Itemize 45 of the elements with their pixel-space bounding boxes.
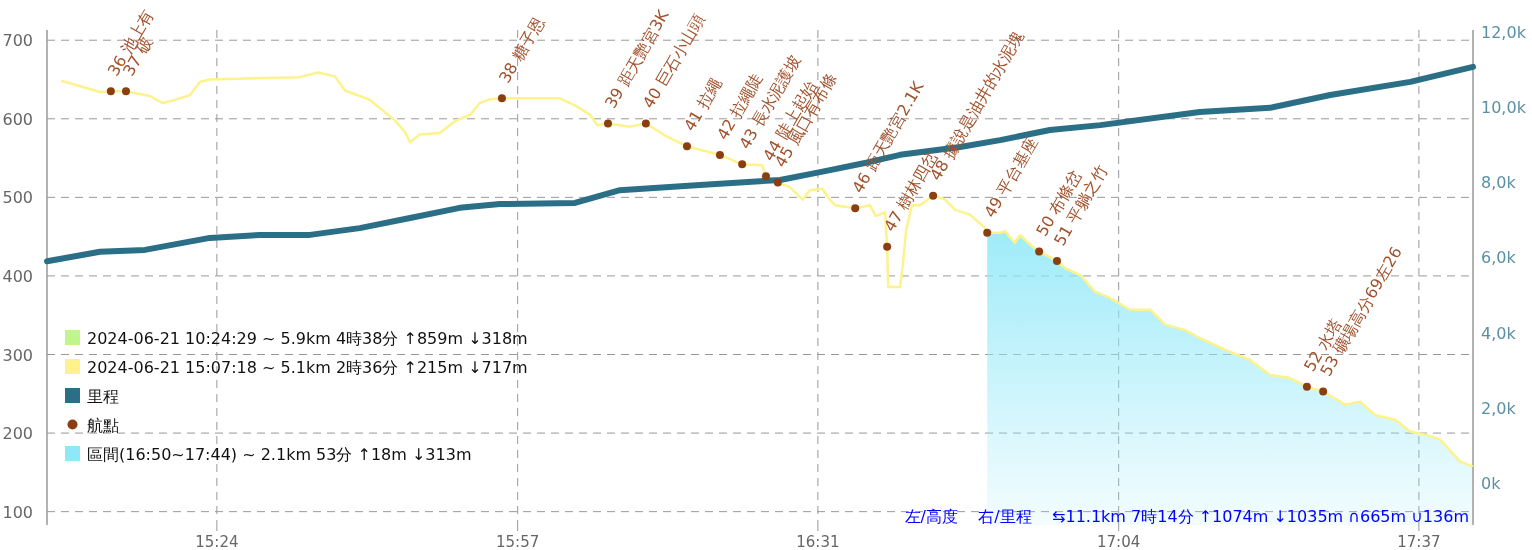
x-tick-label: 16:31 [796,533,840,550]
y-tick-label: 700 [2,31,33,51]
y2-tick-label: 2,0k [1481,398,1517,418]
point [929,191,938,200]
y-tick-label: 600 [2,109,33,129]
y-tick-label: 300 [2,345,33,365]
point [682,142,691,151]
legend-label: 2024-06-21 15:07:18 ~ 5.1km 2時36分 ↑215m ↓717m [87,358,528,377]
point [983,228,992,237]
y2-tick-label: 0k [1481,474,1502,494]
annotation: 38 糖子恩 [494,13,549,87]
y2-tick-label: 4,0k [1481,323,1517,343]
point [1035,247,1044,256]
point [106,87,115,96]
annotation: 左/高度 右/里程 ⇆11.1km 7時14分 ↑1074m ↓1035m ∩665m ∪136m [904,507,1469,526]
point [715,150,724,159]
y2-tick-label: 6,0k [1481,248,1517,268]
x-tick-label: 17:37 [1397,533,1441,550]
y-tick-label: 200 [2,424,33,444]
legend-label: 里程 [87,387,119,406]
annotation: 49 平台基座 [980,133,1042,221]
y2-tick-label: 10,0k [1481,98,1527,118]
y2-tick-label: 12,0k [1481,22,1527,42]
point [773,178,782,187]
x-tick-label: 15:57 [496,533,540,550]
legend-label: 航點 [87,416,119,435]
y-tick-label: 500 [2,188,33,208]
legend-label: 2024-06-21 10:24:29 ~ 5.9km 4時38分 ↑859m ↓318m [87,329,528,348]
point [1052,257,1061,265]
x-tick-label: 17:04 [1097,533,1141,550]
legend-label: 區間(16:50~17:44) ~ 2.1km 53分 ↑18m ↓313m [87,445,472,464]
point [851,204,860,213]
point [883,242,892,251]
x-tick-label: 15:24 [195,533,239,550]
point [121,87,130,96]
point [1302,382,1311,391]
point [603,119,612,128]
point [738,160,747,169]
point [1319,387,1328,396]
point [497,94,506,103]
y-tick-label: 100 [2,502,33,522]
point [641,119,650,128]
y-tick-label: 400 [2,266,33,286]
y2-tick-label: 8,0k [1481,173,1517,193]
point [761,172,770,181]
